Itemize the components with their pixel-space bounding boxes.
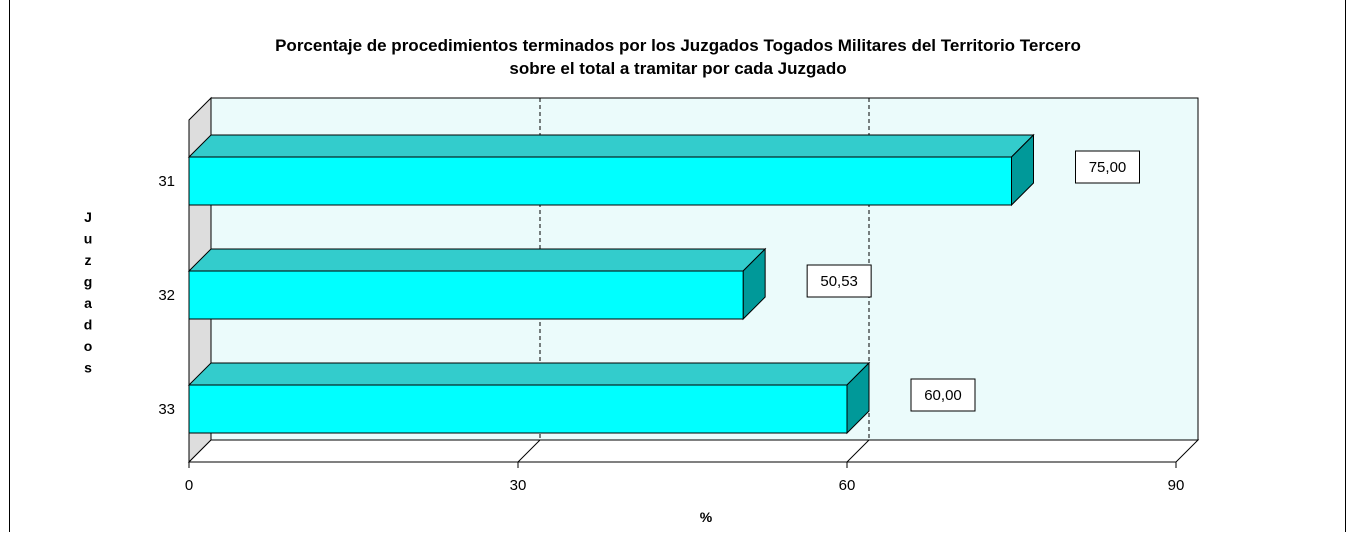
x-tick-label: 30: [510, 477, 527, 494]
bar-top-32: [187, 248, 767, 272]
y-axis-title-letter: g: [84, 274, 93, 290]
bar-top-33: [187, 362, 871, 386]
data-label: 60,00: [924, 387, 962, 404]
data-label: 75,00: [1089, 159, 1127, 176]
x-tick-label: 90: [1168, 477, 1185, 494]
x-tick-label: 0: [185, 477, 193, 494]
y-axis-title-letter: z: [85, 252, 92, 268]
y-axis-title-letter: s: [84, 360, 92, 376]
chart-title: Porcentaje de procedimientos terminados …: [275, 36, 1081, 55]
gridline-floor: [517, 439, 541, 463]
y-axis-title-letter: u: [84, 231, 93, 247]
data-label: 50,53: [820, 273, 858, 290]
x-axis-title: %: [700, 509, 713, 525]
y-tick-label: 33: [158, 401, 175, 418]
bar-32: [188, 270, 744, 320]
bar-33: [188, 384, 848, 434]
y-axis-title-letter: J: [84, 209, 92, 225]
tick-labels: 0 30 60 90 31 32 33: [158, 173, 1184, 494]
y-axis-title-letter: a: [84, 295, 92, 311]
data-labels: 75,00 50,53 60,00: [806, 150, 1140, 412]
y-tick-label: 31: [158, 173, 175, 190]
data-label-box: [806, 264, 872, 298]
plot-floor: [187, 439, 1200, 463]
chart-subtitle: sobre el total a tramitar por cada Juzga…: [509, 59, 846, 78]
bars: [187, 133, 1035, 435]
y-axis-title-letter: d: [84, 317, 93, 333]
x-tick-label: 60: [839, 477, 856, 494]
data-label-box: [1075, 150, 1140, 184]
bar-31: [188, 156, 1012, 206]
data-label-box: [910, 378, 976, 412]
y-axis-title-letter: o: [84, 338, 93, 354]
y-axis-title: Juzgados: [84, 209, 93, 376]
gridline-floor: [846, 439, 870, 463]
bar-top-31: [187, 134, 1035, 158]
y-tick-label: 32: [158, 287, 175, 304]
